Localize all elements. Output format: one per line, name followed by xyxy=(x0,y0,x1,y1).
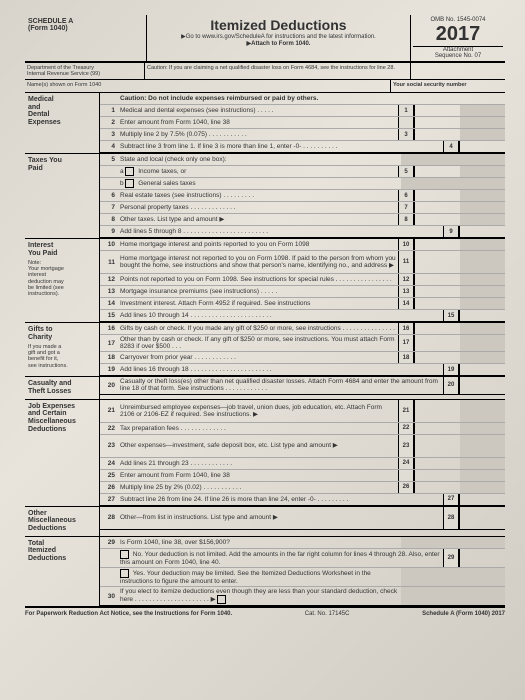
line-9: 9Add lines 5 through 8 . . . . . . . . .… xyxy=(100,226,505,238)
section-body: 28Other—from list in instructions. List … xyxy=(99,507,505,536)
section-label: Gifts toCharityIf you made agift and got… xyxy=(25,323,99,376)
attach-text: ▶Attach to Form 1040. xyxy=(149,40,408,47)
section-total: TotalItemizedDeductions29Is Form 1040, l… xyxy=(25,537,505,607)
names-label: Name(s) shown on Form 1040 xyxy=(25,80,390,92)
line-28: 28Other—from list in instructions. List … xyxy=(100,507,505,530)
form-label: (Form 1040) xyxy=(28,25,143,32)
line-24: 24Add lines 21 through 23 . . . . . . . … xyxy=(100,458,505,470)
line-21: 21Unreimbursed employee expenses—job tra… xyxy=(100,400,505,423)
line-30: 30If you elect to itemize deductions eve… xyxy=(100,587,505,606)
line-10: 10Home mortgage interest and points repo… xyxy=(100,239,505,251)
section-body: Caution: Do not include expenses reimbur… xyxy=(99,93,505,153)
section-body: 5State and local (check only one box):a … xyxy=(99,154,505,238)
irs-text: Internal Revenue Service (99) xyxy=(27,71,142,77)
line-19: 19Add lines 16 through 18 . . . . . . . … xyxy=(100,364,505,376)
section-label: Casualty andTheft Losses xyxy=(25,377,99,398)
section-job: Job Expensesand CertainMiscellaneousDedu… xyxy=(25,400,505,507)
caution-text: Caution: If you are claiming a net quali… xyxy=(145,63,410,79)
seq-text: Sequence No. 07 xyxy=(413,53,503,59)
line-15: 15Add lines 10 through 14 . . . . . . . … xyxy=(100,310,505,322)
line-sub: No. Your deduction is not limited. Add t… xyxy=(100,549,505,568)
ssn-label: Your social security number xyxy=(390,80,505,92)
section-label: Job Expensesand CertainMiscellaneousDedu… xyxy=(25,400,99,506)
section-casualty: Casualty andTheft Losses20Casualty or th… xyxy=(25,377,505,399)
section-label: OtherMiscellaneousDeductions xyxy=(25,507,99,536)
line-4: 4Subtract line 3 from line 1. If line 3 … xyxy=(100,141,505,153)
header-left: SCHEDULE A (Form 1040) xyxy=(25,15,147,61)
caution-row: Department of the Treasury Internal Reve… xyxy=(25,63,505,80)
section-othermisc: OtherMiscellaneousDeductions28Other—from… xyxy=(25,507,505,537)
attachment-text: Attachment xyxy=(413,46,503,53)
line-29: 29Is Form 1040, line 38, over $156,900? xyxy=(100,537,505,549)
line-sub: b General sales taxes xyxy=(100,178,505,190)
header-center: Itemized Deductions ▶Go to www.irs.gov/S… xyxy=(147,15,410,61)
footer-mid: Cat. No. 17145C xyxy=(305,611,350,617)
section-label: TotalItemizedDeductions xyxy=(25,537,99,606)
form-title: Itemized Deductions xyxy=(149,17,408,33)
dept-cell: Department of the Treasury Internal Reve… xyxy=(25,63,145,79)
line-6: 6Real estate taxes (see instructions) . … xyxy=(100,190,505,202)
name-row: Name(s) shown on Form 1040 Your social s… xyxy=(25,80,505,93)
line-17: 17Other than by cash or check. If any gi… xyxy=(100,335,505,352)
line-13: 13Mortgage insurance premiums (see instr… xyxy=(100,286,505,298)
section-label: MedicalandDentalExpenses xyxy=(25,93,99,153)
line-12: 12Points not reported to you on Form 109… xyxy=(100,274,505,286)
line-sub: a Income taxes, or5 xyxy=(100,166,505,178)
section-body: 21Unreimbursed employee expenses—job tra… xyxy=(99,400,505,506)
section-body: 20Casualty or theft loss(es) other than … xyxy=(99,377,505,398)
section-body: 29Is Form 1040, line 38, over $156,900? … xyxy=(99,537,505,606)
footer: For Paperwork Reduction Act Notice, see … xyxy=(25,607,505,620)
line-1: 1Medical and dental expenses (see instru… xyxy=(100,105,505,117)
footer-left: For Paperwork Reduction Act Notice, see … xyxy=(25,611,232,617)
line-22: 22Tax preparation fees . . . . . . . . .… xyxy=(100,423,505,435)
line-20: 20Casualty or theft loss(es) other than … xyxy=(100,377,505,394)
section-interest: InterestYou PaidNote:Your mortgageintere… xyxy=(25,239,505,323)
line-16: 16Gifts by cash or check. If you made an… xyxy=(100,323,505,335)
line-7: 7Personal property taxes . . . . . . . .… xyxy=(100,202,505,214)
schedule-label: SCHEDULE A xyxy=(28,18,143,25)
line-18: 18Carryover from prior year . . . . . . … xyxy=(100,352,505,364)
line-11: 11Home mortgage interest not reported to… xyxy=(100,251,505,274)
form-page: SCHEDULE A (Form 1040) Itemized Deductio… xyxy=(0,0,525,700)
line-sub: Yes. Your deduction may be limited. See … xyxy=(100,568,505,587)
section-taxes: Taxes YouPaid5State and local (check onl… xyxy=(25,154,505,239)
header-right: OMB No. 1545-0074 2017 Attachment Sequen… xyxy=(410,15,505,61)
line-14: 14Investment interest. Attach Form 4952 … xyxy=(100,298,505,310)
line-3: 3Multiply line 2 by 7.5% (0.075) . . . .… xyxy=(100,129,505,141)
line-26: 26Multiply line 25 by 2% (0.02) . . . . … xyxy=(100,482,505,494)
line-27: 27Subtract line 26 from line 24. If line… xyxy=(100,494,505,506)
section-gifts: Gifts toCharityIf you made agift and got… xyxy=(25,323,505,377)
section-body: 10Home mortgage interest and points repo… xyxy=(99,239,505,322)
line-5: 5State and local (check only one box): xyxy=(100,154,505,166)
section-label: Taxes YouPaid xyxy=(25,154,99,238)
line-2: 2Enter amount from Form 1040, line 38 xyxy=(100,117,505,129)
r2-blank xyxy=(410,63,505,79)
footer-right: Schedule A (Form 1040) 2017 xyxy=(422,611,505,617)
line-23: 23Other expenses—investment, safe deposi… xyxy=(100,435,505,458)
sections-container: MedicalandDentalExpensesCaution: Do not … xyxy=(25,93,505,607)
year-text: 2017 xyxy=(413,23,503,46)
section-body: 16Gifts by cash or check. If you made an… xyxy=(99,323,505,376)
section-label: InterestYou PaidNote:Your mortgageintere… xyxy=(25,239,99,322)
form-container: SCHEDULE A (Form 1040) Itemized Deductio… xyxy=(0,0,525,630)
goto-text: ▶Go to www.irs.gov/ScheduleA for instruc… xyxy=(149,33,408,40)
header: SCHEDULE A (Form 1040) Itemized Deductio… xyxy=(25,15,505,63)
section-medical: MedicalandDentalExpensesCaution: Do not … xyxy=(25,93,505,154)
line-8: 8Other taxes. List type and amount ▶8 xyxy=(100,214,505,226)
line-25: 25Enter amount from Form 1040, line 38 xyxy=(100,470,505,482)
